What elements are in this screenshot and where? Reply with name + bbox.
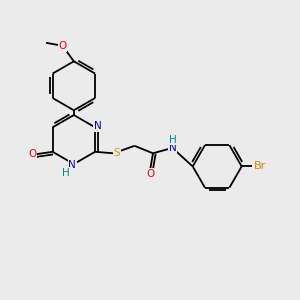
Text: S: S xyxy=(113,148,120,158)
Text: O: O xyxy=(146,169,154,179)
Text: Br: Br xyxy=(254,161,266,171)
Text: N: N xyxy=(94,121,101,131)
Text: N: N xyxy=(68,160,76,170)
Text: O: O xyxy=(58,41,67,51)
Text: N: N xyxy=(169,143,176,153)
Text: H: H xyxy=(169,134,177,145)
Text: H: H xyxy=(61,168,69,178)
Text: O: O xyxy=(28,149,37,159)
